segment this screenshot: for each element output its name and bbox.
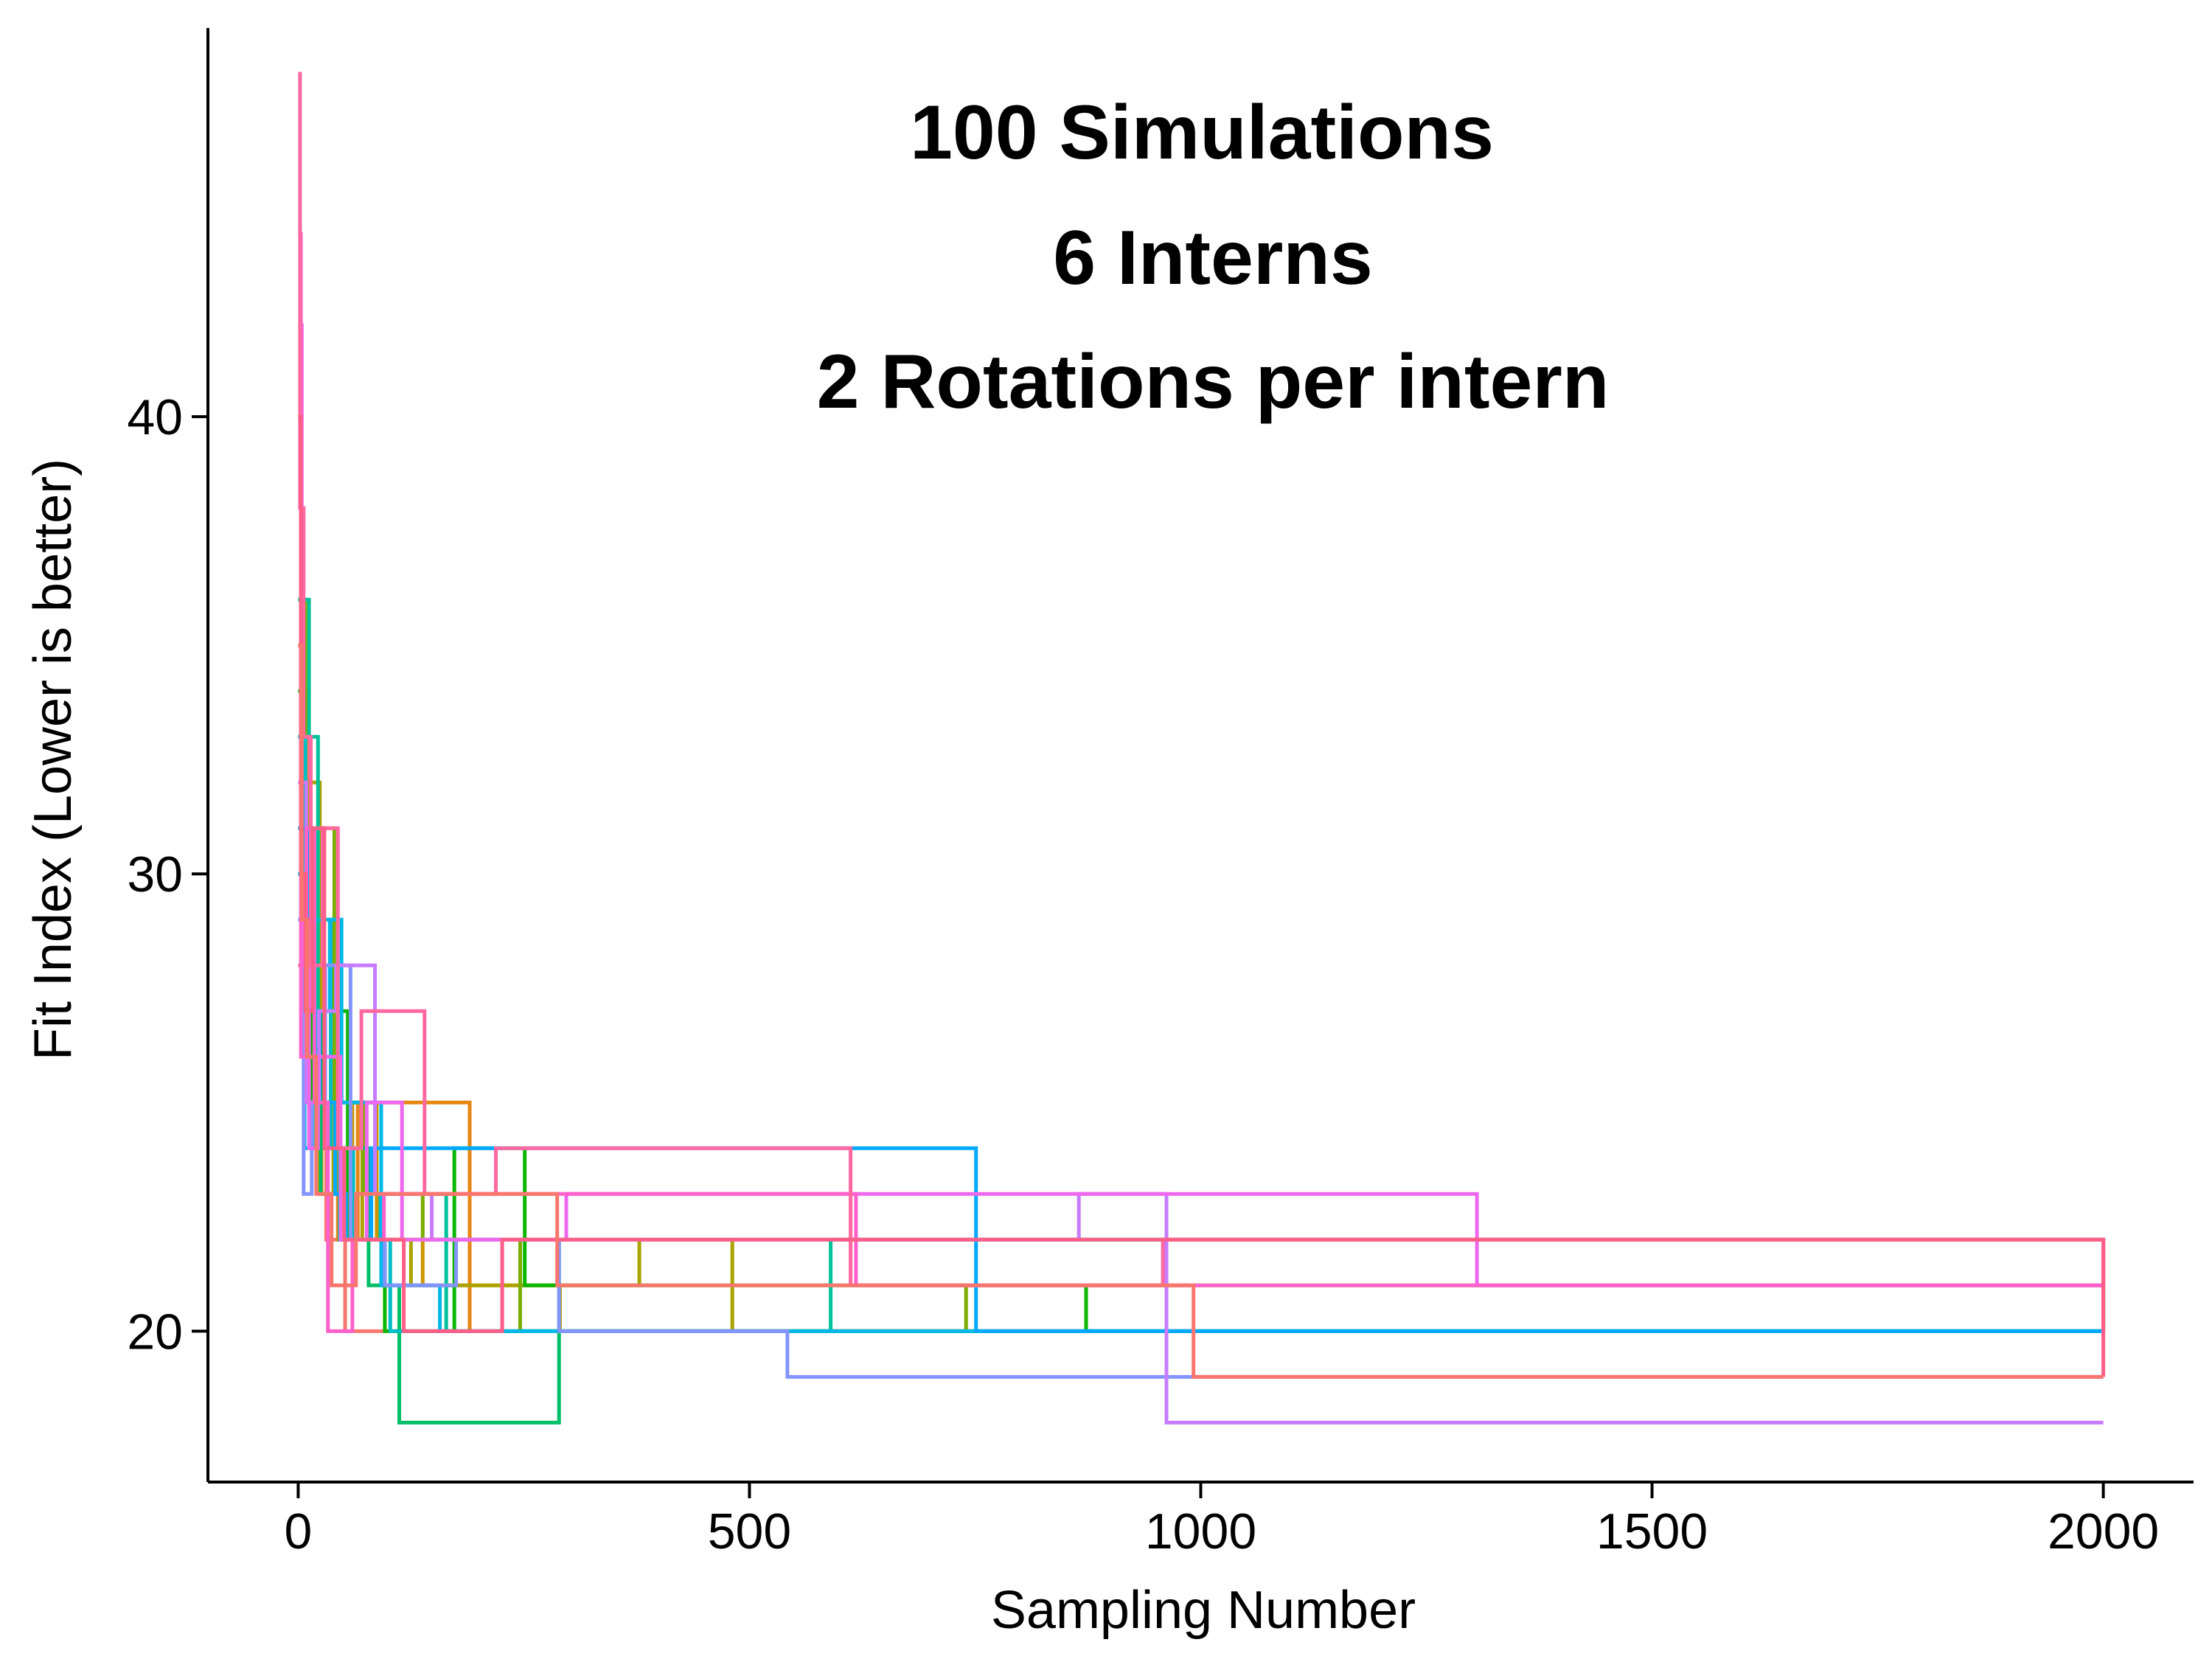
series-line-14: [298, 323, 2106, 1287]
axes: [192, 28, 2194, 1498]
tick-labels: 0 500 1000 1500 2000 20 30 40: [127, 389, 2159, 1559]
series-line-11: [298, 826, 2104, 1333]
x-tick-label: 2000: [2048, 1503, 2159, 1559]
series-line-2: [298, 826, 2104, 1333]
x-tick-label: 0: [284, 1503, 312, 1559]
series-line-17: [298, 414, 2106, 1377]
y-axis-title: Fit Index (Lower is better): [24, 459, 83, 1060]
series-line-3: [298, 734, 2104, 1333]
series-line-5: [298, 597, 2106, 1333]
series-line-18: [298, 643, 2104, 1379]
annotations: 100 Simulations 6 Interns 2 Rotations pe…: [817, 90, 1610, 425]
x-axis-title: Sampling Number: [991, 1581, 1416, 1640]
series-line-4: [298, 643, 2104, 1333]
series-line-10: [298, 872, 2104, 1333]
y-tick-label: 30: [127, 846, 183, 902]
series-line-8: [298, 597, 2106, 1333]
series-line-6: [298, 689, 2104, 1333]
series-line-1: [298, 689, 2104, 1333]
series-lines: [298, 72, 2106, 1425]
x-tick-label: 1000: [1145, 1503, 1256, 1559]
series-line-13: [298, 780, 2104, 1425]
annotation-rotations: 2 Rotations per intern: [817, 339, 1610, 425]
series-line-9: [298, 734, 2104, 1333]
x-tick-label: 500: [708, 1503, 791, 1559]
annotation-simulations: 100 Simulations: [910, 90, 1494, 175]
y-tick-label: 20: [127, 1304, 183, 1360]
y-tick-label: 40: [127, 389, 183, 445]
series-line-15: [298, 232, 2106, 1333]
x-tick-label: 1500: [1596, 1503, 1708, 1559]
annotation-interns: 6 Interns: [1053, 215, 1372, 301]
